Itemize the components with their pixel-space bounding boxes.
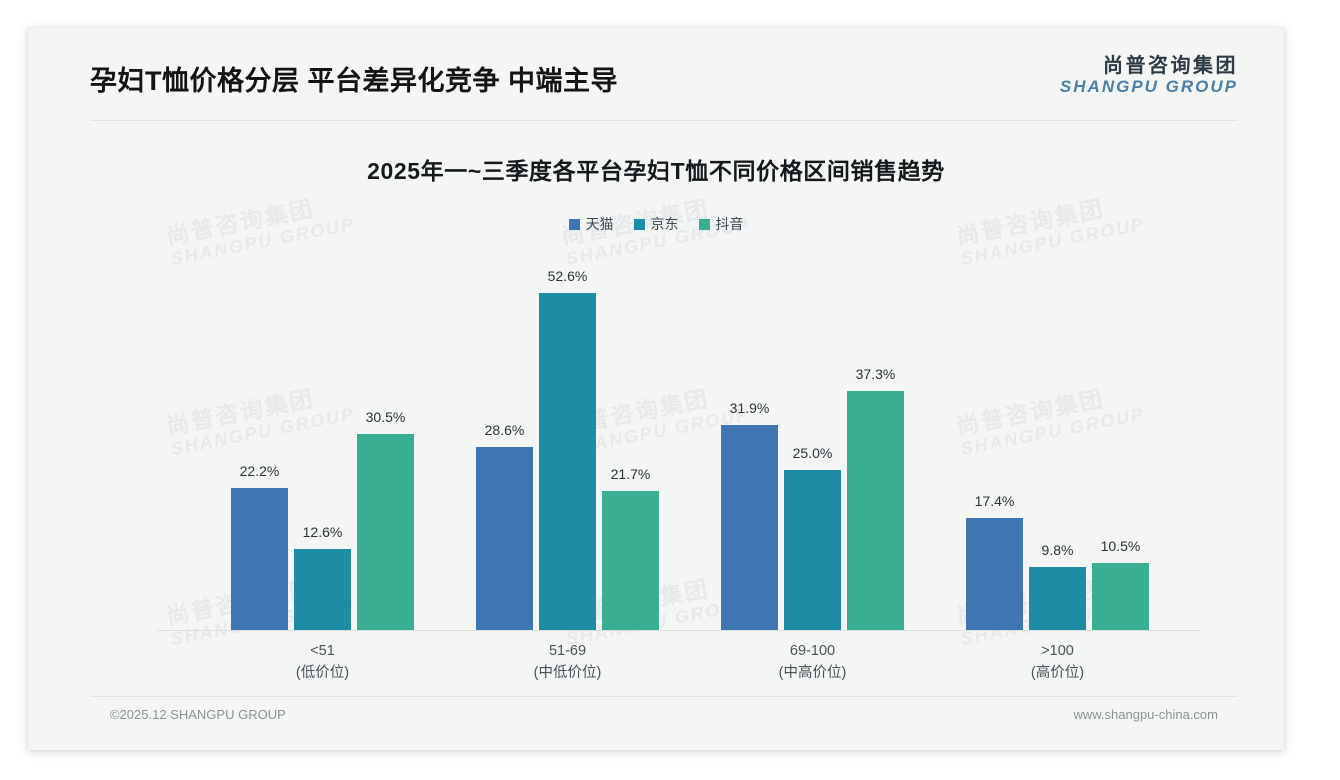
bar-京东->100[interactable]: 9.8%	[1029, 258, 1086, 630]
bar-rect[interactable]	[1029, 567, 1086, 630]
category-tier: (中高价位)	[778, 665, 847, 682]
bar-value-label: 31.9%	[729, 400, 770, 417]
legend-swatch-icon	[568, 218, 580, 230]
bar-group-1: 28.6% 52.6% 21.7%	[476, 258, 659, 630]
bar-rect[interactable]	[539, 292, 596, 630]
legend-label: 京东	[650, 216, 679, 232]
bar-天猫-51-69[interactable]: 28.6%	[476, 258, 533, 630]
page-title: 孕妇T恤价格分层 平台差异化竞争 中端主导	[90, 66, 618, 96]
category-tier: (低价位)	[295, 665, 350, 682]
legend-item-0[interactable]: 天猫	[568, 214, 614, 234]
bar-抖音-51-69[interactable]: 21.7%	[602, 258, 659, 630]
bar-value-label: 25.0%	[792, 444, 833, 461]
bar-rect[interactable]	[602, 490, 659, 630]
x-axis-category-2: 69-100 (中高价位)	[703, 640, 923, 685]
legend-swatch-icon	[698, 218, 710, 230]
bar-group-0: 22.2% 12.6% 30.5%	[231, 258, 414, 630]
bar-value-label: 12.6%	[302, 524, 343, 541]
bar-rect[interactable]	[1092, 562, 1149, 630]
chart-legend: 天猫 京东 抖音	[28, 214, 1284, 234]
logo-text-en: SHANGPU GROUP	[1059, 77, 1238, 97]
bar-value-label: 30.5%	[365, 409, 406, 426]
legend-item-1[interactable]: 京东	[633, 214, 679, 234]
footer-divider	[90, 696, 1238, 697]
legend-swatch-icon	[633, 218, 645, 230]
bar-value-label: 52.6%	[547, 267, 588, 284]
bar-抖音-69-100[interactable]: 37.3%	[847, 258, 904, 630]
footer-website[interactable]: www.shangpu-china.com	[1073, 707, 1218, 722]
x-axis-category-3: >100 (高价位)	[948, 640, 1168, 685]
bar-天猫-69-100[interactable]: 31.9%	[721, 258, 778, 630]
category-range: <51	[310, 643, 335, 659]
slide-header: 孕妇T恤价格分层 平台差异化竞争 中端主导 尚普咨询集团 SHANGPU GRO…	[28, 28, 1284, 120]
bar-抖音-<51[interactable]: 30.5%	[357, 258, 414, 630]
bar-value-label: 21.7%	[610, 465, 651, 482]
legend-label: 抖音	[715, 216, 744, 232]
bar-value-label: 22.2%	[239, 462, 280, 479]
bar-group-3: 17.4% 9.8% 10.5%	[966, 258, 1149, 630]
chart-title: 2025年一~三季度各平台孕妇T恤不同价格区间销售趋势	[367, 158, 945, 184]
bar-抖音->100[interactable]: 10.5%	[1092, 258, 1149, 630]
x-axis-line	[158, 630, 1200, 631]
category-range: 69-100	[789, 643, 836, 659]
bar-天猫->100[interactable]: 17.4%	[966, 258, 1023, 630]
category-range: >100	[1041, 643, 1074, 659]
bar-天猫-<51[interactable]: 22.2%	[231, 258, 288, 630]
bar-rect[interactable]	[294, 549, 351, 630]
category-tier: (中低价位)	[533, 665, 602, 682]
bar-rect[interactable]	[966, 518, 1023, 630]
company-logo: 尚普咨询集团 SHANGPU GROUP	[1060, 55, 1238, 96]
bar-value-label: 9.8%	[1041, 542, 1074, 559]
bar-rect[interactable]	[476, 446, 533, 630]
bar-group-2: 31.9% 25.0% 37.3%	[721, 258, 904, 630]
x-axis-category-1: 51-69 (中低价位)	[458, 640, 678, 685]
bar-rect[interactable]	[721, 425, 778, 630]
bar-京东-<51[interactable]: 12.6%	[294, 258, 351, 630]
bar-京东-69-100[interactable]: 25.0%	[784, 258, 841, 630]
bar-京东-51-69[interactable]: 52.6%	[539, 258, 596, 630]
bar-value-label: 10.5%	[1100, 537, 1141, 554]
logo-text-cn: 尚普咨询集团	[1103, 55, 1238, 77]
category-range: 51-69	[548, 643, 587, 659]
chart-container: 2025年一~三季度各平台孕妇T恤不同价格区间销售趋势 天猫 京东 抖音 22.2%…	[28, 28, 1284, 750]
footer-copyright: ©2025.12 SHANGPU GROUP	[110, 707, 286, 722]
bar-rect[interactable]	[357, 434, 414, 630]
bar-value-label: 28.6%	[484, 421, 525, 438]
bar-value-label: 37.3%	[855, 365, 896, 382]
bar-value-label: 17.4%	[974, 493, 1015, 510]
legend-item-2[interactable]: 抖音	[698, 214, 744, 234]
x-axis-category-0: <51 (低价位)	[213, 640, 433, 685]
header-divider	[90, 120, 1238, 121]
legend-label: 天猫	[585, 216, 614, 232]
bar-rect[interactable]	[231, 487, 288, 630]
category-tier: (高价位)	[1030, 665, 1085, 682]
bar-rect[interactable]	[847, 390, 904, 630]
chart-plot-area: 22.2% 12.6% 30.5% 28.6% 52.6% 21.7% 31.9% 25.0%…	[158, 258, 1200, 630]
bar-rect[interactable]	[784, 469, 841, 630]
